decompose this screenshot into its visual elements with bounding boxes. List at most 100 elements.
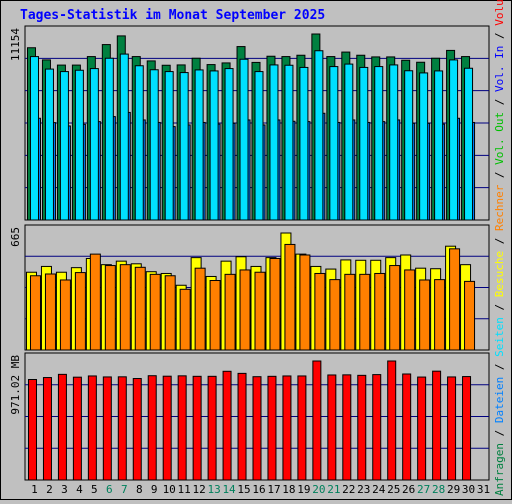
- bar-volumen-14: [222, 370, 232, 481]
- bar-volumen-18: [282, 375, 292, 481]
- legend-entry: /: [493, 423, 506, 443]
- bar-volumen-8: [132, 378, 142, 481]
- x-tick-label: 4: [76, 483, 83, 496]
- bar-volumen-10: [162, 375, 172, 481]
- bar-seiten-10: [164, 71, 174, 221]
- bar-seiten-25: [389, 64, 399, 221]
- bar-seiten-18: [284, 64, 294, 221]
- bar-volumen-21: [327, 374, 337, 481]
- bar-rechner-27: [419, 279, 431, 351]
- bar-seiten-23: [359, 66, 369, 221]
- bar-volumen-20: [312, 360, 322, 481]
- chart-title: Tages-Statistik im Monat September 2025: [20, 8, 325, 23]
- bar-rechner-24: [374, 272, 386, 351]
- x-tick-label: 16: [252, 483, 265, 496]
- bar-volumen-29: [447, 376, 457, 481]
- legend-entry: Rechner: [493, 184, 506, 231]
- x-tick-label: 18: [282, 483, 295, 496]
- bar-rechner-16: [254, 271, 266, 351]
- x-tick-label: 28: [432, 483, 445, 496]
- legend-entry: Besuche: [493, 251, 506, 297]
- x-tick-label: 20: [312, 483, 325, 496]
- bar-volumen-4: [72, 376, 82, 481]
- x-tick-label: 5: [91, 483, 98, 496]
- bar-volumen-3: [57, 373, 67, 481]
- legend-entry: Seiten: [493, 317, 506, 357]
- bar-volumen-17: [267, 375, 277, 481]
- x-tick-label: 29: [447, 483, 460, 496]
- x-tick-label: 24: [372, 483, 386, 496]
- bar-rechner-20: [314, 272, 326, 351]
- bar-rechner-18: [284, 243, 296, 351]
- bar-volumen-25: [387, 360, 397, 481]
- bar-seiten-4: [74, 69, 84, 221]
- y-max-label: 971.02 MB: [9, 355, 22, 415]
- bar-rechner-10: [164, 275, 176, 351]
- bar-rechner-3: [59, 279, 71, 351]
- x-tick-label: 14: [222, 483, 236, 496]
- bar-seiten-20: [314, 50, 324, 221]
- bar-seiten-19: [299, 66, 309, 221]
- x-tick-label: 27: [417, 483, 430, 496]
- bar-seiten-16: [254, 71, 264, 221]
- bar-seiten-29: [449, 59, 459, 221]
- legend-entry: Vol. Out: [493, 112, 506, 165]
- x-tick-label: 12: [193, 483, 206, 496]
- bar-rechner-13: [209, 280, 221, 351]
- x-axis-labels: 1 2 3 4 5 6 7 8 9 10 11 12 13 14 15 16 17 18 19 20 21 22 23 24 2…: [31, 483, 490, 496]
- bar-volumen-19: [297, 375, 307, 481]
- bar-seiten-26: [404, 70, 414, 221]
- x-tick-label: 10: [163, 483, 176, 496]
- x-tick-label: 19: [297, 483, 310, 496]
- bar-rechner-15: [239, 269, 251, 351]
- bar-seiten-1: [29, 56, 39, 221]
- x-tick-label: 30: [462, 483, 475, 496]
- panel-visits: 665: [9, 224, 490, 351]
- bar-rechner-9: [149, 273, 161, 351]
- bar-rechner-5: [89, 253, 101, 351]
- x-tick-label: 22: [342, 483, 355, 496]
- x-tick-label: 15: [237, 483, 250, 496]
- bar-seiten-13: [209, 70, 219, 221]
- x-tick-label: 23: [357, 483, 370, 496]
- bar-rechner-22: [344, 273, 356, 351]
- x-tick-label: 6: [106, 483, 113, 496]
- bar-seiten-27: [419, 72, 429, 221]
- bar-volumen-15: [237, 372, 247, 481]
- bar-volumen-26: [402, 373, 412, 481]
- bar-rechner-12: [194, 267, 206, 351]
- bar-rechner-4: [74, 272, 86, 351]
- legend-entry: /: [493, 231, 506, 251]
- bar-volumen-16: [252, 376, 262, 481]
- bar-volumen-1: [27, 379, 37, 481]
- x-tick-label: 21: [327, 483, 340, 496]
- bar-seiten-14: [224, 68, 234, 221]
- bar-seiten-21: [329, 66, 339, 221]
- bar-rechner-2: [44, 273, 56, 351]
- bar-seiten-3: [59, 71, 69, 221]
- bar-volumen-6: [102, 376, 112, 481]
- bar-volumen-28: [432, 370, 442, 481]
- bar-volumen-2: [42, 377, 52, 481]
- y-max-label: 665: [9, 227, 22, 247]
- bar-rechner-19: [299, 254, 311, 351]
- legend-entry: /: [493, 357, 506, 377]
- x-tick-label: 11: [178, 483, 191, 496]
- bar-rechner-11: [179, 288, 191, 351]
- bar-seiten-30: [464, 67, 474, 221]
- bar-volumen-30: [462, 376, 472, 481]
- x-tick-label: 26: [402, 483, 415, 496]
- bar-seiten-15: [239, 58, 249, 221]
- chart-panels: 11154 665 971.02 MB: [9, 25, 490, 481]
- bar-rechner-25: [389, 265, 401, 351]
- bar-rechner-29: [449, 248, 461, 351]
- bar-volumen-22: [342, 374, 352, 481]
- bar-seiten-22: [344, 63, 354, 221]
- x-tick-label: 2: [46, 483, 53, 496]
- bar-rechner-26: [404, 269, 416, 351]
- bar-seiten-5: [89, 68, 99, 221]
- x-tick-label: 1: [31, 483, 38, 496]
- legend-entry: Dateien: [493, 377, 506, 423]
